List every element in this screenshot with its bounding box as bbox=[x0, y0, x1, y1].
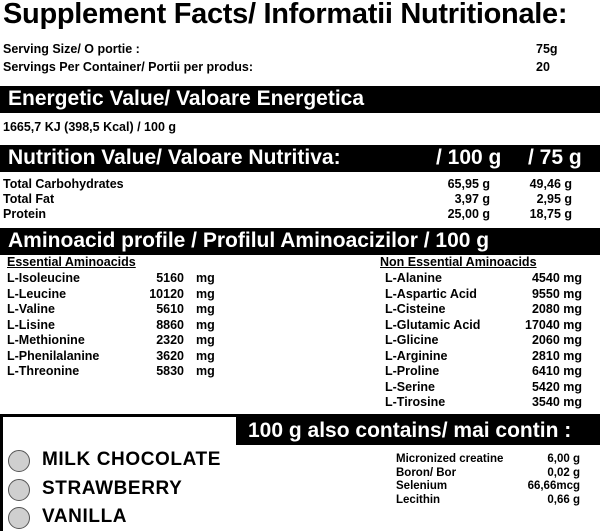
also-contains-name: Lecithin bbox=[396, 493, 441, 506]
non-essential-amino-value: 4540 mg bbox=[531, 271, 582, 285]
nutrient-value-100g: 65,95 g bbox=[447, 177, 490, 191]
essential-amino-value: 5610 bbox=[156, 302, 184, 316]
non-essential-amino-value: 9550 mg bbox=[531, 286, 582, 301]
essential-amino-name: L-Leucine bbox=[7, 286, 67, 301]
essential-amino-name: L-Threonine bbox=[7, 364, 80, 378]
essential-amino-unit: mg bbox=[196, 333, 215, 347]
essential-amino-value: 3620 bbox=[156, 348, 184, 363]
non-essential-amino-value: 3540 mg bbox=[531, 395, 582, 409]
nutrient-value-75g: 2,95 g bbox=[536, 192, 572, 206]
non-essential-amino-name: L-Arginine bbox=[385, 348, 448, 363]
non-essential-amino-value: 6410 mg bbox=[531, 364, 582, 378]
essential-amino-unit: mg bbox=[196, 317, 215, 332]
also-contains-name: Micronized creatine bbox=[396, 453, 504, 465]
nutrition-header: Nutrition Value/ Valoare Nutritiva: bbox=[8, 146, 341, 169]
also-header: 100 g also contains/ mai contin : bbox=[248, 419, 572, 442]
nutrition-col-100g: / 100 g bbox=[436, 146, 502, 169]
flavor-dot-icon bbox=[8, 507, 30, 529]
non-essential-amino-value: 17040 mg bbox=[525, 317, 582, 332]
servings-per-container-value: 20 bbox=[536, 60, 550, 74]
essential-amino-value: 8860 bbox=[156, 317, 184, 332]
non-essential-amino-value: 5420 mg bbox=[531, 379, 582, 394]
nutrient-value-75g: 49,46 g bbox=[529, 177, 572, 191]
energy-header: Energetic Value/ Valoare Energetica bbox=[8, 87, 365, 110]
also-contains-value: 0,66 g bbox=[547, 493, 580, 506]
nutrition-col-75g: / 75 g bbox=[528, 146, 582, 169]
non-essential-amino-name: L-Glutamic Acid bbox=[385, 317, 481, 332]
essential-amino-unit: mg bbox=[196, 271, 215, 285]
also-contains-name: Selenium bbox=[396, 480, 448, 492]
nutrient-value-100g: 3,97 g bbox=[454, 192, 490, 206]
page-title: Supplement Facts/ Informatii Nutritional… bbox=[3, 0, 568, 30]
also-contains-value: 0,02 g bbox=[547, 466, 580, 479]
nutrient-value-100g: 25,00 g bbox=[447, 207, 490, 221]
non-essential-amino-name: L-Tirosine bbox=[385, 395, 446, 409]
essential-amino-name: L-Valine bbox=[7, 302, 55, 316]
amino-header-bar: Aminoacid profile / Profilul Aminoacizil… bbox=[0, 228, 600, 255]
energy-value: 1665,7 KJ (398,5 Kcal) / 100 g bbox=[3, 120, 177, 134]
energy-header-bar: Energetic Value/ Valoare Energetica bbox=[0, 86, 600, 113]
nutrient-value-75g: 18,75 g bbox=[529, 207, 572, 221]
nutrition-header-bar: Nutrition Value/ Valoare Nutritiva: / 10… bbox=[0, 145, 600, 172]
essential-amino-unit: mg bbox=[196, 364, 215, 378]
essential-amino-value: 5830 bbox=[156, 364, 184, 378]
nutrient-name: Protein bbox=[3, 207, 47, 221]
non-essential-amino-name: L-Glicine bbox=[385, 333, 439, 347]
essential-amino-value: 2320 bbox=[156, 333, 184, 347]
non-essential-amino-value: 2060 mg bbox=[531, 333, 582, 347]
non-essential-amino-name: L-Alanine bbox=[385, 271, 442, 285]
amino-header: Aminoacid profile / Profilul Aminoacizil… bbox=[8, 229, 490, 252]
non-essential-amino-name: L-Proline bbox=[385, 364, 440, 378]
also-header-bar: 100 g also contains/ mai contin : bbox=[236, 417, 600, 445]
essential-amino-name: L-Methionine bbox=[7, 333, 85, 347]
divider bbox=[0, 414, 600, 417]
nutrient-name: Total Fat bbox=[3, 192, 55, 206]
serving-size-label: Serving Size/ O portie : bbox=[3, 42, 140, 56]
nutrient-name: Total Carbohydrates bbox=[3, 177, 124, 191]
essential-amino-name: L-Lisine bbox=[7, 317, 55, 332]
essential-amino-name: L-Phenilalanine bbox=[7, 348, 100, 363]
non-essential-amino-name: L-Serine bbox=[385, 379, 436, 394]
essential-amino-value: 10120 bbox=[149, 286, 184, 301]
serving-size-value: 75g bbox=[536, 42, 558, 56]
also-contains-value: 66,66mcg bbox=[527, 480, 580, 492]
flavor-dot-icon bbox=[8, 450, 30, 472]
flavor-name: STRAWBERRY bbox=[42, 477, 183, 499]
non-essential-amino-value: 2080 mg bbox=[531, 302, 582, 316]
non-essential-amino-value: 2810 mg bbox=[531, 348, 582, 363]
essential-amino-unit: mg bbox=[196, 348, 215, 363]
also-contains-value: 6,00 g bbox=[547, 453, 580, 465]
non-essential-aminoacids-label: Non Essential Aminoacids bbox=[380, 255, 537, 269]
flavor-name: VANILLA bbox=[42, 506, 128, 527]
non-essential-amino-name: L-Cisteine bbox=[385, 302, 446, 316]
flavor-dot-icon bbox=[8, 478, 30, 501]
essential-amino-unit: mg bbox=[196, 286, 215, 301]
essential-amino-value: 5160 bbox=[156, 271, 184, 285]
servings-per-container-label: Servings Per Container/ Portii per produ… bbox=[3, 60, 254, 74]
also-contains-name: Boron/ Bor bbox=[396, 466, 457, 479]
essential-amino-name: L-Isoleucine bbox=[7, 271, 80, 285]
flavor-name: MILK CHOCOLATE bbox=[42, 449, 222, 470]
non-essential-amino-name: L-Aspartic Acid bbox=[385, 286, 477, 301]
essential-amino-unit: mg bbox=[196, 302, 215, 316]
essential-aminoacids-label: Essential Aminoacids bbox=[7, 255, 136, 269]
left-border bbox=[0, 414, 3, 531]
